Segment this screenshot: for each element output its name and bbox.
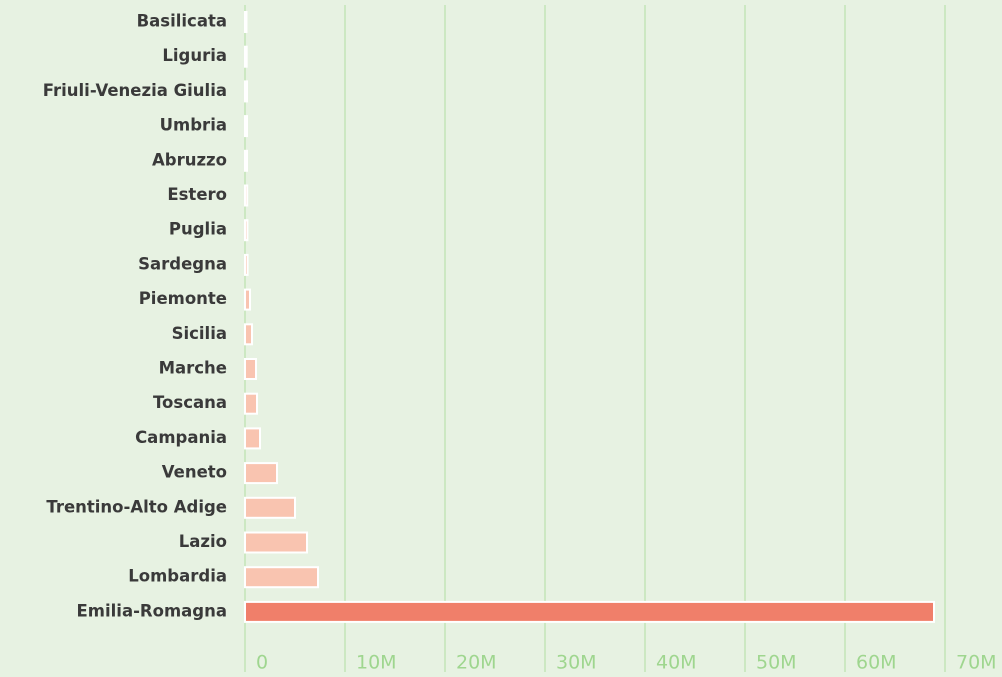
y-tick-label: Friuli-Venezia Giulia bbox=[43, 81, 227, 100]
bar bbox=[244, 45, 248, 68]
y-tick-label: Veneto bbox=[162, 463, 227, 482]
x-tick-label: 60M bbox=[856, 652, 897, 674]
bar bbox=[244, 358, 257, 380]
y-tick-label: Campania bbox=[135, 428, 227, 447]
y-tick-label: Toscana bbox=[153, 393, 227, 412]
y-tick-label: Abruzzo bbox=[152, 150, 227, 169]
y-tick-label: Umbria bbox=[160, 116, 227, 135]
bar bbox=[244, 184, 249, 207]
x-tick-label: 10M bbox=[356, 652, 397, 674]
bar bbox=[244, 531, 308, 554]
bar bbox=[244, 427, 261, 450]
y-tick-label: Trentino-Alto Adige bbox=[46, 497, 227, 516]
bar bbox=[244, 149, 248, 172]
bar bbox=[244, 115, 248, 138]
x-tick-label: 30M bbox=[556, 652, 597, 674]
y-tick-label: Estero bbox=[167, 185, 227, 204]
y-tick-label: Puglia bbox=[169, 220, 227, 239]
x-tick-label: 40M bbox=[656, 652, 697, 674]
y-tick-label: Emilia-Romagna bbox=[77, 601, 227, 620]
bar bbox=[244, 219, 249, 242]
bar bbox=[244, 288, 251, 311]
x-tick-label: 70M bbox=[956, 652, 997, 674]
x-tick-label: 50M bbox=[756, 652, 797, 674]
x-tick-label: 20M bbox=[456, 652, 497, 674]
bar bbox=[244, 392, 258, 415]
bar bbox=[244, 462, 278, 485]
y-tick-label: Sardegna bbox=[138, 254, 227, 273]
bar bbox=[244, 80, 248, 103]
y-tick-label: Piemonte bbox=[139, 289, 227, 308]
y-tick-label: Marche bbox=[159, 359, 227, 378]
bar bbox=[244, 11, 248, 33]
y-tick-label: Lazio bbox=[179, 532, 227, 551]
y-tick-label: Lombardia bbox=[128, 567, 227, 586]
bar bbox=[244, 566, 319, 589]
y-tick-label: Liguria bbox=[162, 46, 227, 65]
bar bbox=[244, 323, 253, 346]
y-tick-label: Sicilia bbox=[172, 324, 227, 343]
x-tick-label: 0 bbox=[256, 652, 268, 674]
bar bbox=[244, 253, 249, 276]
bar bbox=[244, 600, 935, 623]
bar bbox=[244, 496, 296, 519]
y-tick-label: Basilicata bbox=[137, 12, 227, 31]
